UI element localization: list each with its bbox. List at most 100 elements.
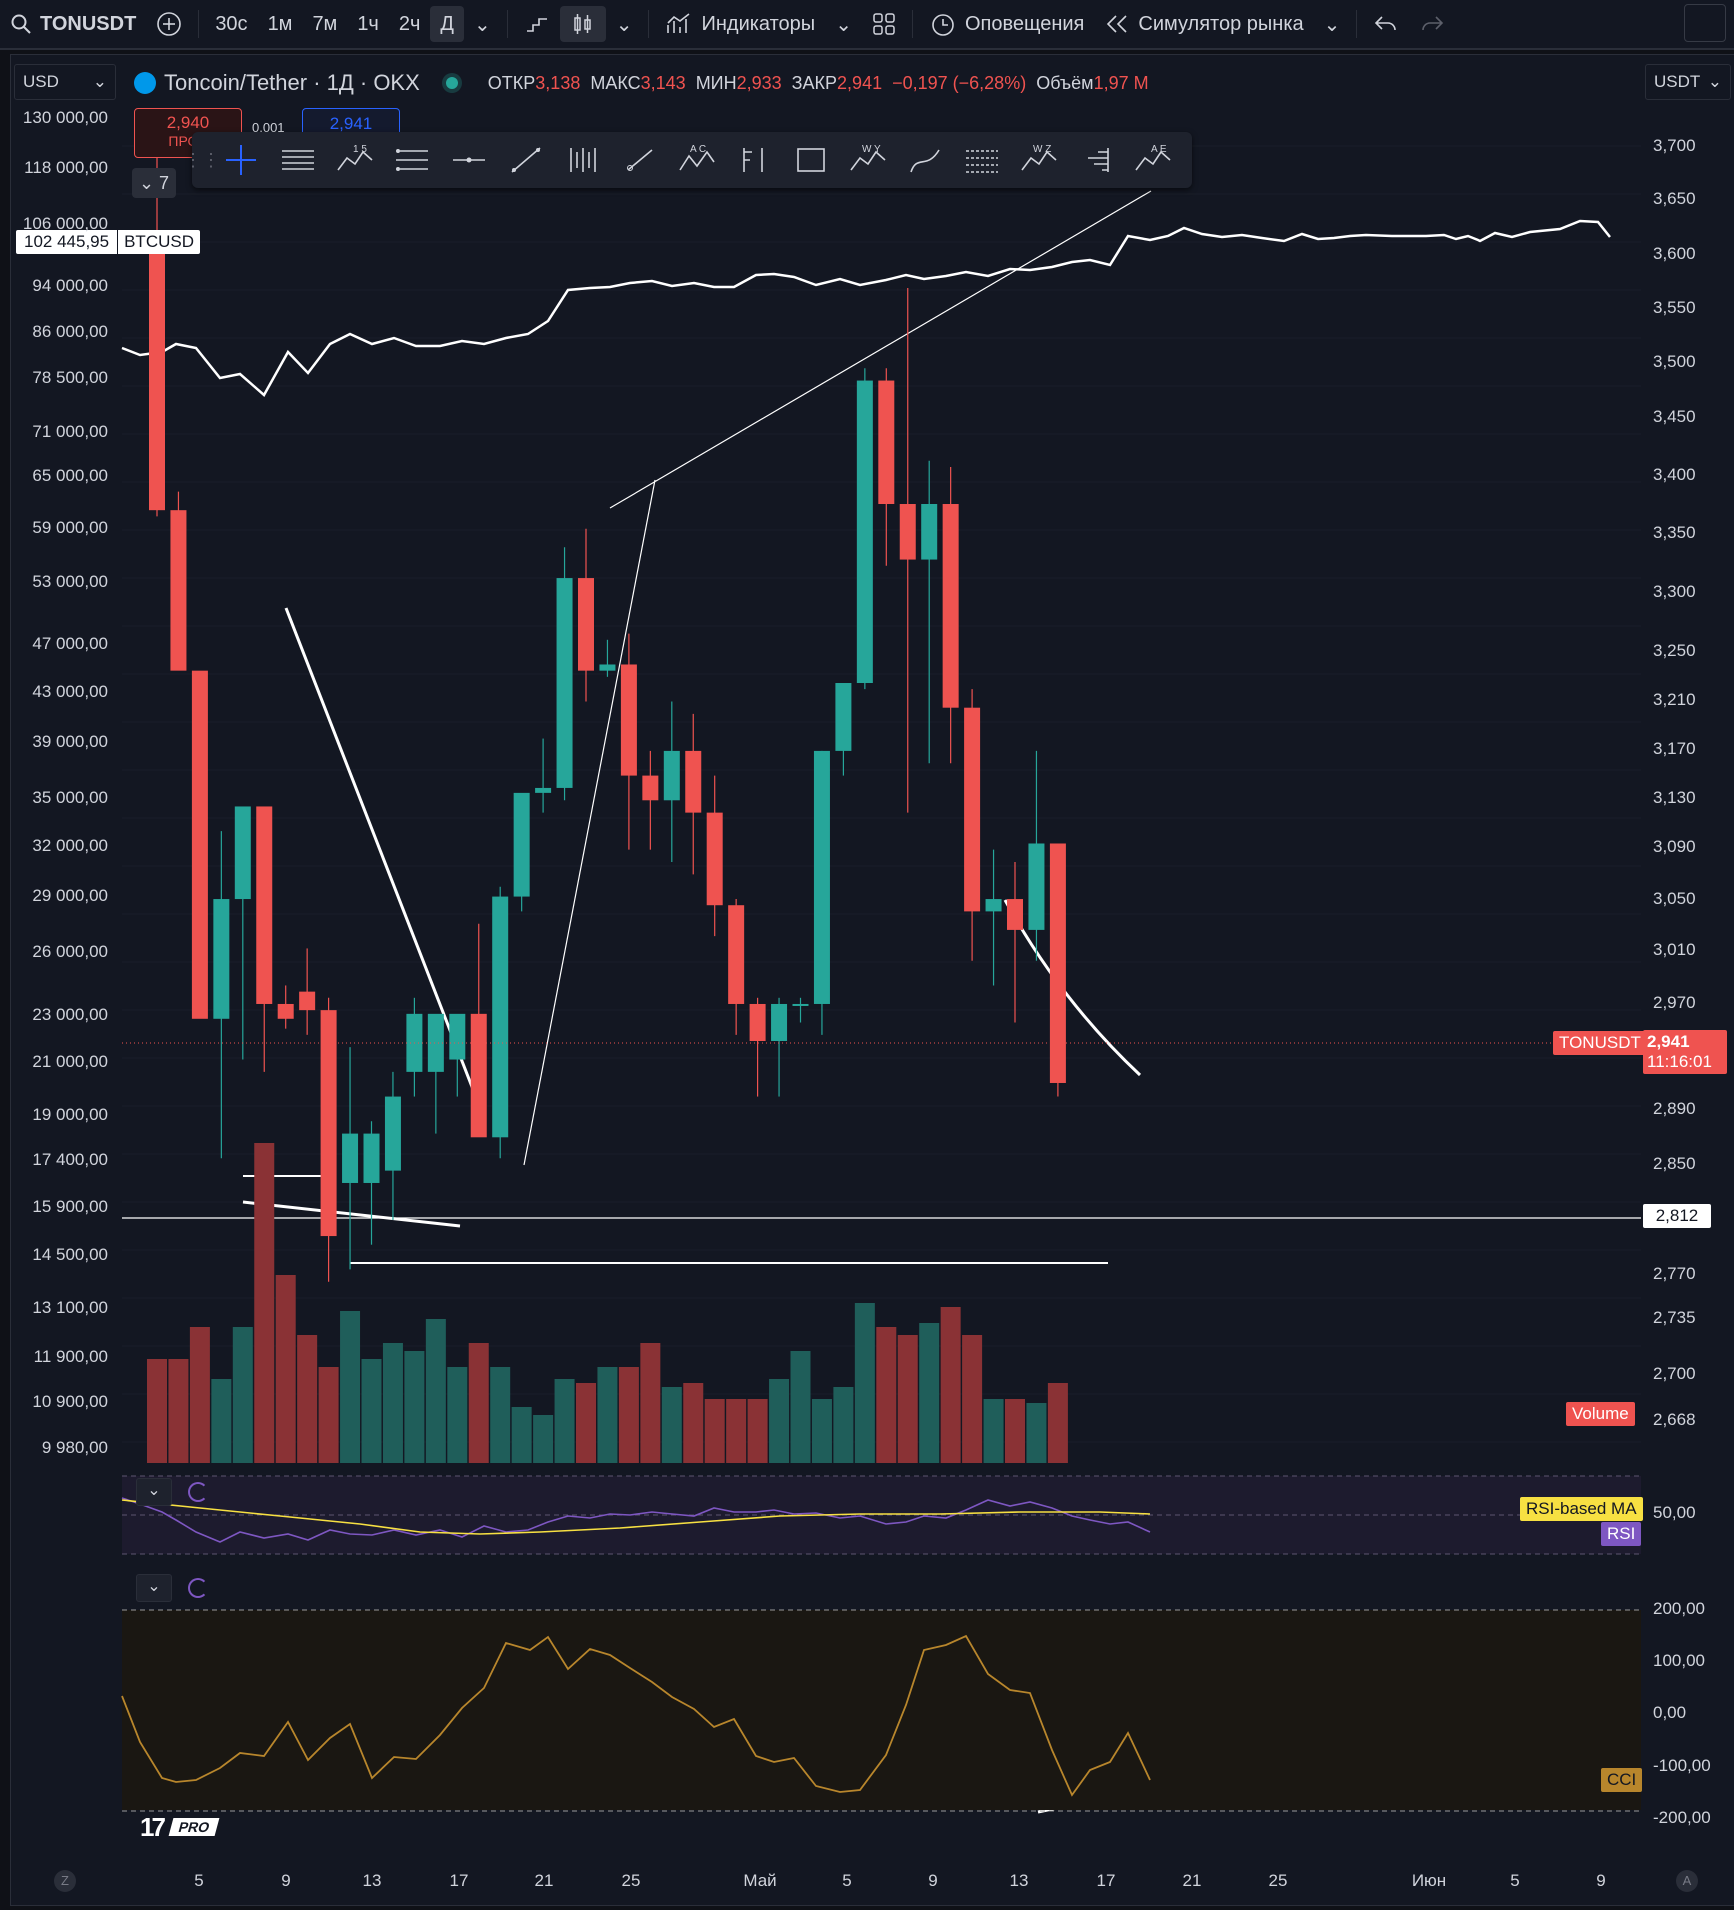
left-currency-select[interactable]: USD ⌄ bbox=[14, 64, 116, 100]
interval-2h[interactable]: 2ч bbox=[398, 12, 421, 35]
symbol-label: TONUSDT bbox=[40, 12, 137, 35]
auto-scale-button[interactable]: A bbox=[1676, 1870, 1698, 1892]
indicators-button[interactable]: Индикаторы bbox=[655, 0, 825, 48]
trendline-down[interactable] bbox=[284, 607, 483, 1111]
abcd-pattern-tool[interactable]: A C bbox=[668, 132, 725, 188]
chart-type-steps[interactable] bbox=[514, 0, 560, 48]
trendline-upper[interactable] bbox=[609, 190, 1152, 509]
volume-bar bbox=[983, 1399, 1004, 1463]
volume-bar bbox=[597, 1367, 618, 1463]
left-scale-label: 32 000,00 bbox=[32, 836, 108, 855]
volume-profile-tool[interactable] bbox=[1067, 132, 1124, 188]
left-scale-label: 43 000,00 bbox=[32, 682, 108, 701]
right-scale-label: 3,050 bbox=[1653, 889, 1696, 908]
cci-scale-label: 0,00 bbox=[1653, 1703, 1687, 1722]
rectangle-tool[interactable] bbox=[782, 132, 839, 188]
ae-pattern-tool[interactable]: A E bbox=[1124, 132, 1181, 188]
rsi-scale-label: 50,00 bbox=[1653, 1503, 1696, 1522]
volume-bar bbox=[275, 1275, 296, 1463]
wy-pattern-tool[interactable]: W Y bbox=[839, 132, 896, 188]
fib-channel-tool[interactable] bbox=[953, 132, 1010, 188]
candle bbox=[535, 738, 552, 813]
compare-button[interactable] bbox=[146, 0, 192, 48]
toolbar-divider bbox=[1356, 10, 1358, 38]
candle-body bbox=[835, 683, 852, 751]
candle bbox=[363, 1121, 380, 1245]
candle bbox=[1007, 862, 1023, 1023]
candle-body bbox=[535, 787, 552, 793]
replay-button[interactable]: Симулятор рынка bbox=[1094, 0, 1313, 48]
bars-pattern-tool[interactable] bbox=[554, 132, 611, 188]
candle-body bbox=[299, 991, 316, 1011]
volume-bar bbox=[962, 1335, 983, 1463]
redo-button[interactable] bbox=[1409, 0, 1455, 48]
parallel-lines-tool[interactable] bbox=[269, 132, 326, 188]
volume-bar bbox=[618, 1367, 639, 1463]
time-axis-label: 17 bbox=[449, 1871, 469, 1890]
wz-pattern-tool[interactable]: W Z bbox=[1010, 132, 1067, 188]
rsi-collapse-button[interactable]: ⌄ bbox=[136, 1478, 172, 1506]
candle-body bbox=[771, 1003, 788, 1042]
undo-button[interactable] bbox=[1363, 0, 1409, 48]
time-axis-label: 25 bbox=[621, 1871, 641, 1890]
left-scale-label: 23 000,00 bbox=[32, 1005, 108, 1024]
interval-30s[interactable]: 30с bbox=[215, 12, 248, 35]
candle bbox=[685, 713, 702, 875]
replay-dropdown[interactable]: ⌄ bbox=[1314, 0, 1351, 48]
alerts-button[interactable]: Оповещения bbox=[919, 0, 1094, 48]
candle bbox=[299, 948, 316, 1035]
chart-type-candles[interactable] bbox=[559, 6, 606, 42]
right-scale-label: 3,650 bbox=[1653, 189, 1696, 208]
interval-dropdown[interactable]: ⌄ bbox=[464, 0, 501, 48]
horizontal-ray-tool[interactable] bbox=[440, 132, 497, 188]
ray-tool[interactable] bbox=[611, 132, 668, 188]
bars-pattern-icon bbox=[569, 148, 596, 172]
right-scale-label: 3,450 bbox=[1653, 407, 1696, 426]
trend-line-tool[interactable] bbox=[497, 132, 554, 188]
candle bbox=[813, 750, 830, 1035]
trendline-ray[interactable] bbox=[523, 479, 656, 1166]
timezone-button[interactable]: Z bbox=[54, 1870, 76, 1892]
volume-bar bbox=[254, 1143, 275, 1463]
interval-7m[interactable]: 7м bbox=[312, 12, 338, 35]
volume-label-tag: Volume bbox=[1566, 1402, 1635, 1426]
indicators-dropdown[interactable]: ⌄ bbox=[825, 0, 862, 48]
cci-collapse-button[interactable]: ⌄ bbox=[136, 1574, 172, 1602]
pattern-15-tool[interactable]: 1 5 bbox=[326, 132, 383, 188]
candle-body bbox=[449, 1013, 466, 1060]
candle bbox=[406, 997, 423, 1097]
candle bbox=[449, 1013, 466, 1097]
drag-handle-icon[interactable]: ⋮⋮ bbox=[184, 149, 220, 170]
collapse-indicators-button[interactable]: ⌄ 7 bbox=[132, 168, 176, 198]
candle-body bbox=[985, 899, 1002, 912]
candle-body bbox=[1028, 843, 1045, 930]
candle-body bbox=[277, 1003, 294, 1019]
interval-1m[interactable]: 1м bbox=[267, 12, 293, 35]
wz-pattern-icon: W Z bbox=[1020, 144, 1057, 171]
volume-bar bbox=[833, 1387, 854, 1463]
left-scale-label: 17 400,00 bbox=[32, 1150, 108, 1169]
legend-pair[interactable]: Toncoin/Tether · 1Д · OKX bbox=[164, 70, 420, 95]
toolbar-divider bbox=[506, 10, 508, 38]
trendline-low[interactable] bbox=[242, 1200, 461, 1228]
layouts-button[interactable] bbox=[862, 0, 906, 48]
interval-1h[interactable]: 1ч bbox=[357, 12, 379, 35]
curve-drawing[interactable] bbox=[1003, 899, 1142, 1077]
fib-levels-tool[interactable] bbox=[383, 132, 440, 188]
candle bbox=[427, 1013, 444, 1134]
volume-bar bbox=[1005, 1399, 1025, 1463]
candle bbox=[384, 1071, 401, 1221]
brush-tool[interactable] bbox=[896, 132, 953, 188]
left-scale-label: 118 000,00 bbox=[24, 158, 108, 177]
chevron-down-icon: ⌄ bbox=[147, 1482, 161, 1499]
symbol-search[interactable]: TONUSDT bbox=[0, 0, 146, 48]
chart-type-dropdown[interactable]: ⌄ bbox=[606, 0, 643, 48]
crosshair-tool[interactable] bbox=[212, 132, 269, 188]
chevron-down-icon: ⌄ bbox=[1707, 72, 1722, 91]
long-position-tool[interactable] bbox=[725, 132, 782, 188]
interval-1d[interactable]: Д bbox=[430, 6, 464, 42]
right-currency-select[interactable]: USDT ⌄ bbox=[1645, 64, 1731, 100]
volume-value: 1,97 M bbox=[1093, 72, 1149, 93]
window-control[interactable] bbox=[1684, 4, 1726, 42]
